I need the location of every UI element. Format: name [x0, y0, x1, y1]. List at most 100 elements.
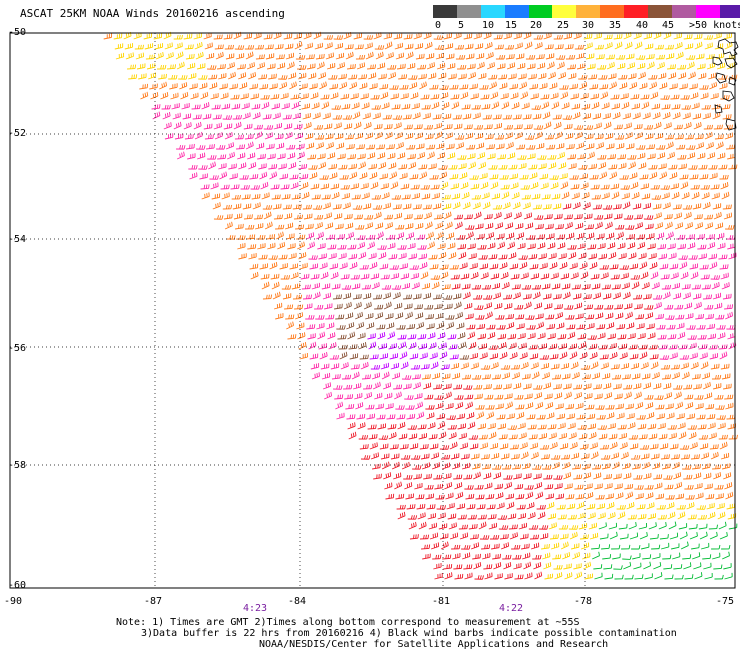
wind-barb [332, 115, 343, 120]
wind-barb [451, 101, 460, 110]
wind-barb [128, 74, 138, 80]
wind-barb [660, 542, 670, 550]
wind-barb [576, 414, 586, 420]
wind-barb [568, 163, 577, 170]
wind-barb [430, 275, 441, 280]
wind-barb [667, 243, 676, 250]
wind-barb [317, 153, 326, 160]
wind-barb [497, 515, 508, 520]
wind-barb [414, 393, 423, 400]
wind-barb [324, 42, 333, 50]
wind-barb [404, 482, 413, 490]
wind-barb [295, 143, 305, 150]
wind-barb [416, 411, 425, 420]
wind-barb [465, 493, 475, 500]
wind-barb [457, 423, 466, 430]
wind-barb [728, 164, 738, 170]
wind-barb [208, 161, 216, 170]
wind-barb [325, 142, 334, 150]
wind-barb [303, 122, 312, 130]
wind-barb [254, 223, 264, 230]
wind-barb [526, 414, 536, 420]
wind-barb [436, 62, 446, 70]
wind-barb [170, 92, 179, 100]
wind-barb [682, 112, 691, 120]
wind-barb [524, 393, 533, 400]
wind-barb [643, 561, 652, 570]
wind-barb [625, 311, 633, 320]
wind-barb [695, 313, 704, 320]
wind-barb [354, 132, 364, 140]
wind-barb [484, 394, 494, 400]
wind-barb [503, 32, 512, 40]
wind-barb [713, 302, 723, 310]
wind-barb [359, 354, 369, 360]
wind-barb [321, 194, 331, 200]
wind-barb [502, 554, 512, 560]
wind-barb [652, 553, 661, 560]
wind-barb [588, 432, 597, 440]
wind-barb [429, 352, 438, 360]
wind-barb [261, 101, 270, 110]
wind-barb [703, 35, 714, 40]
wind-barb [593, 215, 604, 220]
wind-barb [414, 304, 424, 310]
wind-barb [262, 114, 272, 120]
wind-barb [546, 233, 555, 240]
wind-barb [629, 172, 638, 180]
wind-barb [236, 144, 246, 150]
wind-barb [365, 404, 375, 410]
wind-barb [515, 53, 525, 60]
wind-barb [454, 482, 463, 490]
wind-barb [582, 552, 591, 560]
wind-barb [361, 374, 371, 380]
wind-barb [701, 192, 710, 200]
wind-barb [292, 112, 301, 120]
wind-barb [508, 524, 518, 530]
wind-barb [648, 433, 658, 440]
wind-barb [448, 73, 457, 80]
wind-barb [685, 55, 696, 60]
wind-barb [516, 232, 525, 240]
wind-barb [678, 431, 687, 440]
wind-barb [537, 155, 547, 160]
wind-barb [489, 442, 499, 450]
wind-barb [631, 192, 640, 200]
wind-barb [708, 432, 717, 440]
wind-barb [452, 201, 461, 210]
wind-barb [279, 263, 288, 270]
wind-barb [482, 295, 493, 300]
wind-barb [470, 183, 480, 190]
wind-barb [176, 145, 186, 150]
wind-barb [139, 83, 148, 90]
wind-barb [205, 53, 215, 60]
wind-barb [427, 513, 436, 520]
wind-barb [472, 295, 483, 300]
wind-barb [580, 542, 590, 550]
wind-barb [532, 465, 542, 470]
wind-barb [694, 222, 704, 230]
wind-barb [529, 353, 539, 360]
wind-barb [689, 174, 699, 180]
wind-barb [517, 422, 526, 430]
wind-barb [412, 112, 421, 120]
latitude-label: -56 [8, 343, 27, 354]
wind-barb [621, 282, 630, 290]
wind-barb [716, 325, 726, 330]
wind-barb [482, 552, 491, 560]
wind-barb [703, 214, 714, 220]
wind-barb [471, 104, 481, 110]
wind-barb [262, 205, 273, 210]
wind-barb [377, 152, 386, 160]
wind-barb [705, 313, 714, 320]
wind-barb [664, 221, 673, 230]
wind-barb [234, 45, 245, 50]
wind-barb [500, 542, 510, 550]
wind-barb [662, 554, 672, 560]
wind-barb [201, 192, 210, 200]
wind-barb [651, 544, 661, 550]
wind-barb [620, 93, 629, 100]
footnote-3: NOAA/NESDIS/Center for Satellite Applica… [259, 639, 609, 650]
wind-barb [443, 473, 452, 480]
wind-barb [406, 323, 416, 330]
